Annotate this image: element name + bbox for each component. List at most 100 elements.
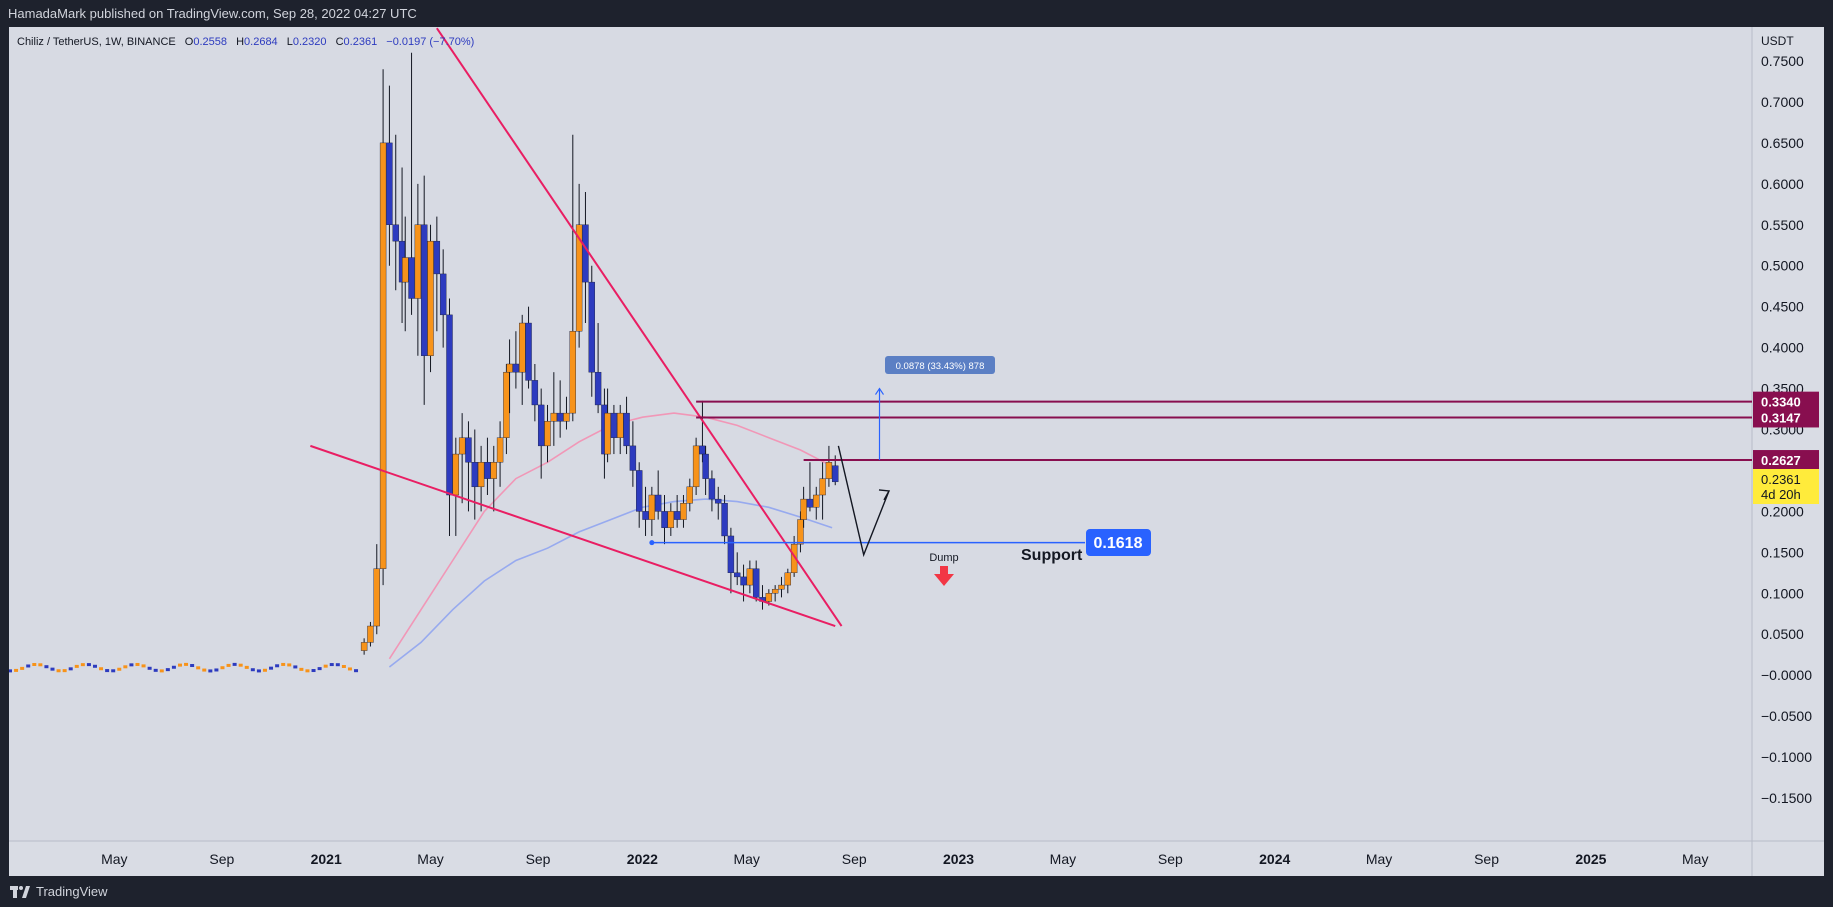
x-tick-label: Sep (1158, 851, 1183, 867)
candle-body (190, 664, 195, 668)
x-tick-label: 2025 (1575, 851, 1606, 867)
candle-body (452, 453, 460, 496)
measure-tool[interactable]: 0.0878 (33.43%) 878 (885, 356, 995, 374)
candle-body (708, 478, 716, 500)
candle-body (293, 665, 298, 669)
candle-body (427, 240, 434, 356)
x-tick-label: 2023 (943, 851, 974, 867)
candle-body (329, 663, 334, 667)
legend: Chiliz / TetherUS, 1W, BINANCE O0.2558 H… (17, 36, 474, 48)
x-tick-label: 2024 (1259, 851, 1290, 867)
candle-body (484, 462, 491, 479)
y-tick-label: 0.7000 (1761, 94, 1804, 110)
candle-body (184, 662, 189, 666)
y-tick-label: 0.0500 (1761, 626, 1804, 642)
candle-body (765, 593, 773, 602)
measure-arrowhead (875, 387, 884, 395)
dump-text: Dump (929, 552, 958, 564)
candle-body (250, 668, 255, 672)
candle-body (575, 224, 583, 332)
candle-body (238, 663, 243, 667)
candle-body (680, 503, 687, 520)
candle-body (790, 543, 798, 574)
price-axis-currency: USDT (1761, 34, 1794, 48)
y-tick-label: 0.7500 (1761, 53, 1804, 69)
candle-body (537, 404, 545, 447)
last-price-value: 0.2361 (1761, 472, 1801, 487)
candle-body (433, 240, 441, 275)
candle-body (446, 314, 453, 496)
y-tick-label: 0.6000 (1761, 176, 1804, 192)
candle-body (519, 322, 526, 373)
candle-body (648, 494, 656, 520)
candle-body (117, 667, 122, 671)
candle-body (354, 669, 359, 673)
footer-bar: TradingView (0, 876, 1833, 907)
x-tick-label: 2021 (311, 851, 342, 867)
candle-body (778, 584, 785, 590)
candle-body (347, 667, 352, 671)
candle-body (14, 668, 19, 672)
candle-body (262, 668, 267, 672)
x-tick-label: May (733, 851, 759, 867)
resistance-price-tag (1753, 391, 1819, 412)
x-tick-label: Sep (1474, 851, 1499, 867)
candle-body (80, 663, 85, 667)
candle-body (490, 462, 497, 479)
candle-body (819, 478, 826, 496)
projection-arrowhead (878, 489, 891, 501)
time-axis[interactable] (9, 841, 1824, 876)
candle-body (702, 453, 709, 479)
candle-body (525, 322, 532, 381)
candle-body (420, 224, 428, 356)
candle-body (699, 445, 706, 455)
candle-body (281, 662, 286, 666)
resistance-price-label: 0.2627 (1761, 453, 1801, 468)
candle-body (512, 363, 520, 373)
candle-body (299, 667, 304, 671)
support-line-anchor (649, 540, 655, 546)
candle-body (74, 664, 79, 668)
candle-body (477, 462, 485, 488)
legend-change: −0.0197 (−7.70%) (386, 36, 474, 48)
x-tick-label: May (417, 851, 443, 867)
support-price: 0.1618 (1094, 535, 1143, 552)
candle-body (797, 519, 804, 545)
y-tick-label: 0.1500 (1761, 544, 1804, 560)
legend-high-label: H (236, 36, 244, 48)
trendline-lower (310, 444, 836, 627)
y-tick-label: 0.5000 (1761, 258, 1804, 274)
candle-body (165, 668, 170, 672)
chart-area[interactable]: 0.7500 0.7000 0.6500 0.6000 0.5500 0.5000 0.45… (9, 27, 1824, 876)
candle-body (232, 662, 237, 666)
candle-body (752, 568, 760, 598)
candle-body (147, 666, 152, 670)
candle-body (642, 511, 649, 520)
candle-body (32, 662, 37, 666)
candle-body (86, 663, 91, 667)
resistance-price-tag (1753, 450, 1819, 471)
x-tick-label: May (1366, 851, 1392, 867)
y-tick-label: −0.1000 (1761, 749, 1812, 765)
candle-body (740, 576, 747, 586)
candle-body (784, 572, 792, 586)
candle-body (686, 486, 693, 504)
candle-body (305, 669, 310, 673)
legend-symbol: Chiliz / TetherUS, 1W, BINANCE (17, 36, 176, 48)
candle-body (208, 669, 213, 673)
candle-body (746, 568, 754, 586)
candle-body (629, 445, 637, 471)
candle-body (159, 669, 164, 673)
projection-path (837, 445, 890, 558)
tradingview-brand-text: TradingView (36, 884, 108, 899)
candle-body (226, 663, 231, 667)
last-price-label: 0.2361 4d 20h (1753, 469, 1819, 504)
candle-body (550, 412, 558, 422)
candle-body (341, 664, 346, 668)
candle-body (673, 511, 681, 520)
drawings-layer (310, 27, 1752, 627)
candle-body (623, 412, 630, 447)
candle-body (153, 668, 158, 672)
legend-open-label: O (185, 36, 194, 48)
tradingview-brand[interactable]: TradingView (10, 876, 108, 907)
